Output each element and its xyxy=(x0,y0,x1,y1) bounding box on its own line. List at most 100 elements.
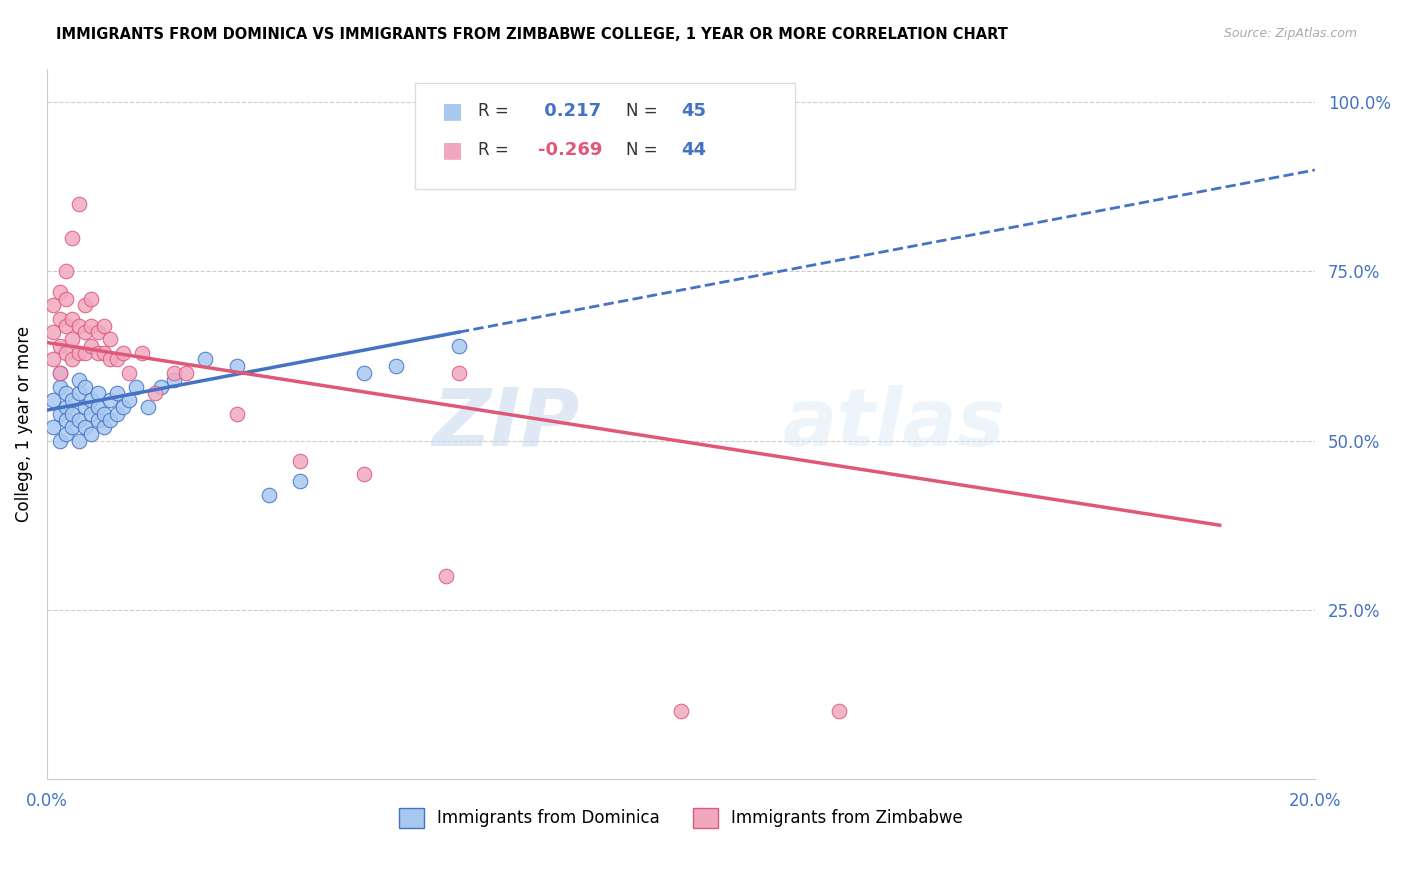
Point xyxy=(60,407,83,421)
Point xyxy=(80,318,103,333)
Point xyxy=(194,352,217,367)
Point xyxy=(42,298,65,312)
Text: ZIP: ZIP xyxy=(432,384,579,463)
Point xyxy=(48,407,70,421)
Point xyxy=(290,474,312,488)
Text: N =: N = xyxy=(626,141,658,159)
Point xyxy=(93,345,115,359)
Point xyxy=(55,345,77,359)
Point xyxy=(105,386,128,401)
Point xyxy=(86,413,108,427)
Point xyxy=(73,420,96,434)
Point xyxy=(86,345,108,359)
Point xyxy=(353,366,375,380)
Point xyxy=(150,379,173,393)
Point xyxy=(131,345,153,359)
Point xyxy=(143,386,166,401)
Point xyxy=(669,704,692,718)
Point xyxy=(48,434,70,448)
Point xyxy=(136,400,159,414)
Point xyxy=(80,339,103,353)
Point xyxy=(67,373,90,387)
Point xyxy=(48,366,70,380)
Point xyxy=(353,467,375,482)
Text: 45: 45 xyxy=(681,103,706,120)
FancyBboxPatch shape xyxy=(415,83,794,189)
Text: Source: ZipAtlas.com: Source: ZipAtlas.com xyxy=(1223,27,1357,40)
Point xyxy=(48,379,70,393)
Point xyxy=(60,352,83,367)
Text: atlas: atlas xyxy=(782,384,1005,463)
Point xyxy=(73,345,96,359)
Point xyxy=(55,400,77,414)
Point xyxy=(60,392,83,407)
Text: 44: 44 xyxy=(681,141,706,159)
Point xyxy=(42,392,65,407)
Y-axis label: College, 1 year or more: College, 1 year or more xyxy=(15,326,32,522)
Legend: Immigrants from Dominica, Immigrants from Zimbabwe: Immigrants from Dominica, Immigrants fro… xyxy=(392,801,970,835)
Point xyxy=(55,426,77,441)
Point xyxy=(55,386,77,401)
Text: -0.269: -0.269 xyxy=(537,141,602,159)
Text: ■: ■ xyxy=(443,101,464,121)
Point xyxy=(98,392,121,407)
Point xyxy=(111,345,134,359)
Point xyxy=(80,426,103,441)
Point xyxy=(42,420,65,434)
Point xyxy=(290,454,312,468)
Point xyxy=(163,366,186,380)
Point xyxy=(67,197,90,211)
Point xyxy=(86,386,108,401)
Point xyxy=(226,407,249,421)
Point xyxy=(48,366,70,380)
Point xyxy=(93,407,115,421)
Point xyxy=(73,379,96,393)
Point xyxy=(80,292,103,306)
Point xyxy=(60,230,83,244)
Point xyxy=(48,311,70,326)
Point xyxy=(48,339,70,353)
Point xyxy=(48,285,70,299)
Point xyxy=(93,420,115,434)
Point xyxy=(55,413,77,427)
Point xyxy=(73,326,96,340)
Point xyxy=(67,386,90,401)
Point xyxy=(67,434,90,448)
Point xyxy=(118,392,141,407)
Text: 0.217: 0.217 xyxy=(537,103,600,120)
Point xyxy=(447,366,470,380)
Point xyxy=(176,366,198,380)
Point xyxy=(55,264,77,278)
Point xyxy=(828,704,851,718)
Point xyxy=(98,352,121,367)
Point xyxy=(98,413,121,427)
Text: R =: R = xyxy=(478,103,509,120)
Point xyxy=(67,345,90,359)
Point xyxy=(105,352,128,367)
Point xyxy=(42,352,65,367)
Point xyxy=(111,400,134,414)
Point xyxy=(60,311,83,326)
Point xyxy=(257,488,280,502)
Point xyxy=(384,359,406,374)
Point xyxy=(86,326,108,340)
Text: IMMIGRANTS FROM DOMINICA VS IMMIGRANTS FROM ZIMBABWE COLLEGE, 1 YEAR OR MORE COR: IMMIGRANTS FROM DOMINICA VS IMMIGRANTS F… xyxy=(56,27,1008,42)
Text: ■: ■ xyxy=(443,140,464,161)
Point xyxy=(118,366,141,380)
Point xyxy=(124,379,146,393)
Point xyxy=(60,420,83,434)
Point xyxy=(55,318,77,333)
Point xyxy=(98,332,121,346)
Point xyxy=(86,400,108,414)
Text: N =: N = xyxy=(626,103,658,120)
Point xyxy=(73,400,96,414)
Point xyxy=(80,392,103,407)
Point xyxy=(80,407,103,421)
Point xyxy=(67,413,90,427)
Point xyxy=(447,339,470,353)
Point xyxy=(163,373,186,387)
Point xyxy=(226,359,249,374)
Point xyxy=(93,318,115,333)
Point xyxy=(73,298,96,312)
Point xyxy=(55,292,77,306)
